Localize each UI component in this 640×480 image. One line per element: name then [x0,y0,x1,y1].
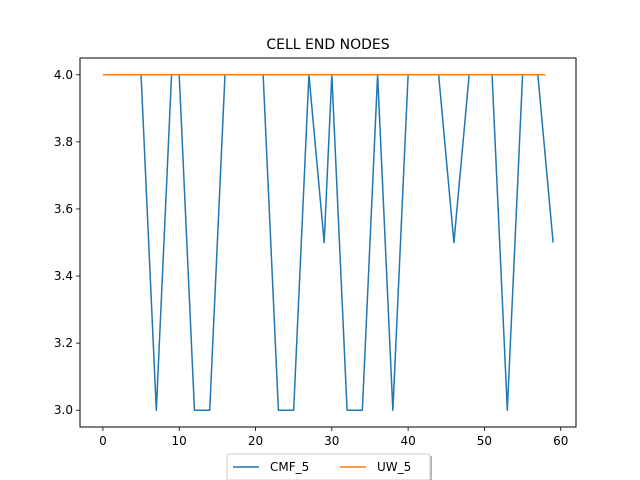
y-tick-label: 3.6 [54,202,73,216]
x-tick-label: 30 [324,434,339,448]
y-tick-label: 4.0 [54,68,73,82]
series-layer [102,74,554,411]
y-tick-label: 3.2 [54,336,73,350]
legend-label-cmf-5: CMF_5 [270,460,309,474]
y-tick-label: 3.8 [54,135,73,149]
plot-frame [79,57,577,428]
legend: CMF_5 UW_5 [226,453,432,480]
legend-box [226,453,431,480]
x-axis: 0 10 20 30 40 50 60 [99,427,568,448]
series-line-cmf-5 [102,74,554,411]
x-tick-label: 0 [99,434,107,448]
chart-title: CELL END NODES [266,37,389,53]
y-axis: 3.0 3.2 3.4 3.6 3.8 4.0 [54,68,80,417]
legend-label-uw-5: UW_5 [377,460,411,474]
x-tick-label: 50 [477,434,492,448]
legend-items: CMF_5 UW_5 [233,460,411,474]
x-tick-label: 60 [553,434,568,448]
x-tick-label: 40 [400,434,415,448]
y-tick-label: 3.0 [54,403,73,417]
x-tick-label: 20 [248,434,263,448]
y-tick-label: 3.4 [54,269,73,283]
x-tick-label: 10 [172,434,187,448]
